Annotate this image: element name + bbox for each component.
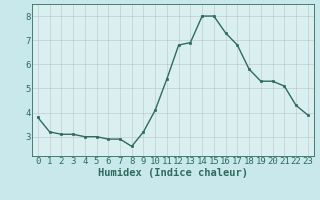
X-axis label: Humidex (Indice chaleur): Humidex (Indice chaleur) bbox=[98, 168, 248, 178]
